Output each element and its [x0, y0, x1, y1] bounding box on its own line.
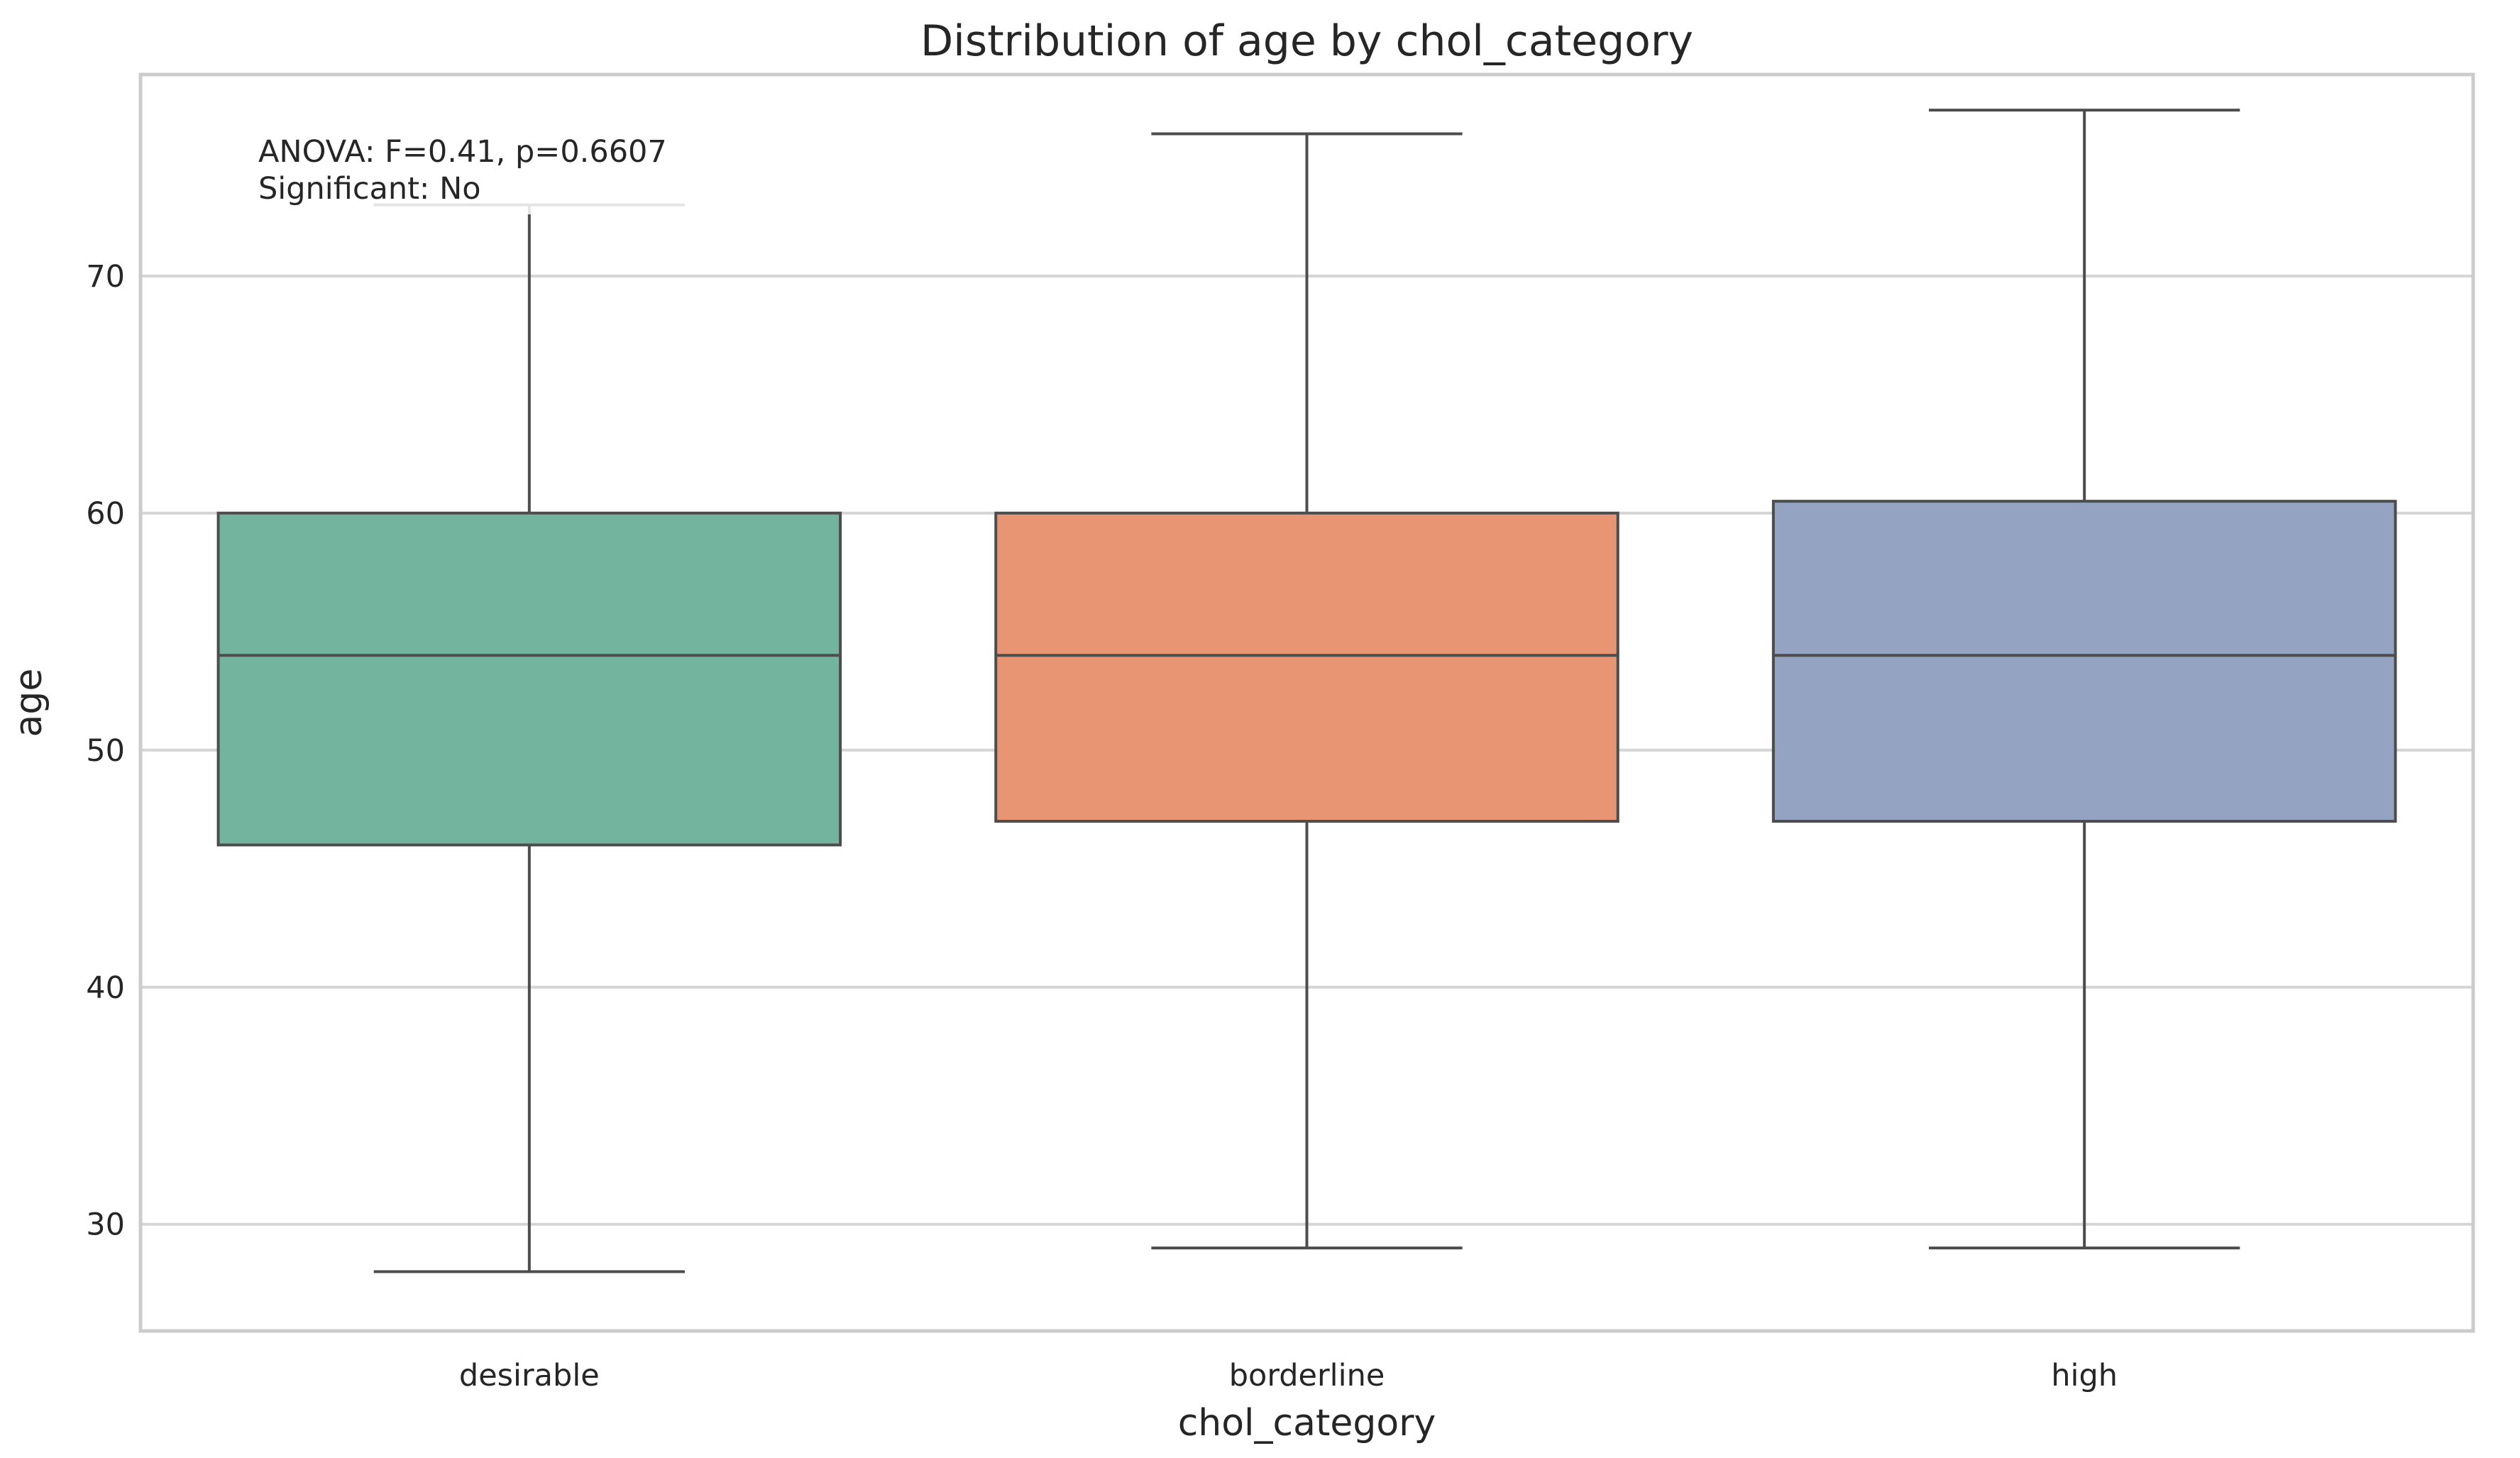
annotation-line-anova: ANOVA: F=0.41, p=0.6607 [258, 134, 667, 170]
x-axis-label: chol_category [1178, 1402, 1436, 1445]
boxes [216, 109, 2397, 1273]
annotation-line-significance: Significant: No [258, 171, 481, 207]
x-tick-label: borderline [1229, 1358, 1385, 1393]
iqr-box [1771, 500, 2397, 823]
iqr-box [994, 511, 1619, 823]
y-tick-label: 60 [86, 496, 125, 532]
x-tick-label: high [2051, 1358, 2118, 1393]
y-axis-label: age [8, 669, 50, 738]
y-tick-label: 50 [86, 733, 125, 769]
x-tick-label: desirable [459, 1358, 600, 1393]
y-tick-labels: 30 40 50 60 70 [86, 259, 125, 1243]
x-tick-labels: desirable borderline high [459, 1358, 2118, 1393]
y-tick-label: 30 [86, 1207, 125, 1243]
iqr-box [216, 511, 842, 847]
box-borderline [994, 132, 1619, 1250]
annotation-background [250, 128, 695, 214]
chart-title: Distribution of age by chol_category [920, 16, 1693, 66]
plot-frame [138, 72, 2475, 1333]
y-tick-label: 40 [86, 970, 125, 1006]
anova-annotation: ANOVA: F=0.41, p=0.6607 Significant: No [250, 128, 695, 214]
box-high [1771, 109, 2397, 1250]
y-tick-label: 70 [86, 259, 125, 295]
